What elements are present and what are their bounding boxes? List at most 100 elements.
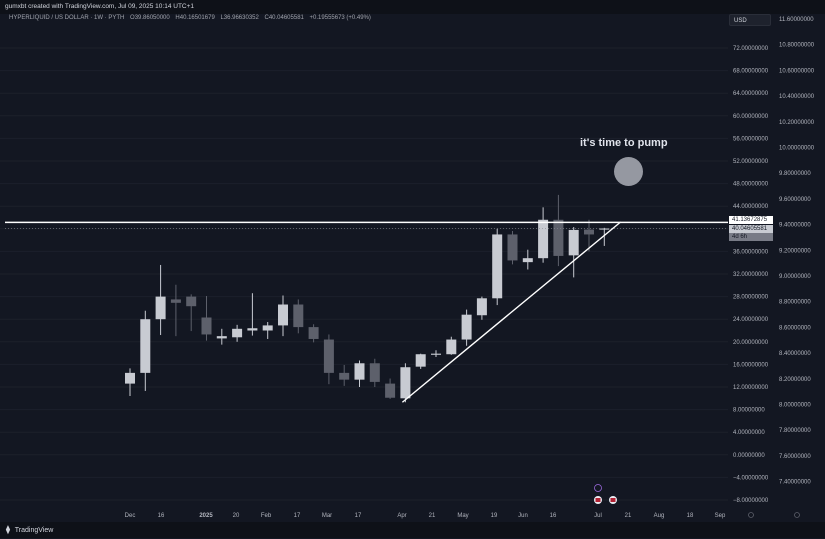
right-axis-tick-label: 11.60000000	[779, 17, 814, 23]
candle-body	[446, 339, 457, 355]
candle-body	[400, 367, 411, 399]
axis-control-icon	[794, 512, 800, 518]
candle-body	[186, 296, 197, 307]
low-value: L36.96630352	[220, 15, 259, 21]
right-axis-tick-label: 7.80000000	[779, 428, 811, 434]
tradingview-logo-icon: ⧫	[6, 525, 10, 534]
flag-stripes	[610, 498, 616, 502]
y-tick-label: 48.00000000	[733, 182, 769, 188]
dividend-event-icon	[594, 484, 602, 492]
footer-bar: ⧫ TradingView	[0, 522, 825, 538]
annotation-text: it's time to pump	[580, 137, 668, 149]
x-tick-label: 17	[294, 513, 301, 519]
x-tick-label: May	[457, 513, 468, 519]
right-axis-tick-label: 9.00000000	[779, 274, 811, 280]
annotation-circle	[614, 157, 643, 186]
candle-body	[385, 383, 396, 398]
attribution-text: gumxbt created with TradingView.com, Jul…	[5, 3, 195, 10]
y-tick-label: −8.00000000	[733, 498, 769, 504]
x-tick-label: 17	[355, 513, 362, 519]
countdown-tag: 4d 6h	[729, 233, 773, 241]
candle-body	[323, 339, 334, 373]
candle-body	[369, 363, 380, 382]
candle-body	[522, 258, 533, 263]
candle-body	[293, 304, 304, 328]
x-tick-label: 21	[429, 513, 436, 519]
y-tick-label: 64.00000000	[733, 91, 769, 97]
candle-body	[201, 317, 212, 335]
y-tick-label: 0.00000000	[733, 453, 765, 459]
y-tick-label: 12.00000000	[733, 385, 769, 391]
candle-body	[339, 372, 350, 380]
high-value: H40.16501679	[175, 15, 215, 21]
y-tick-label: −4.00000000	[733, 475, 769, 481]
candle-body	[232, 328, 243, 338]
open-value: O39.86050000	[130, 15, 170, 21]
right-axis-tick-label: 9.20000000	[779, 248, 811, 254]
brand-text: TradingView	[14, 527, 54, 534]
right-axis-tick-label: 10.80000000	[779, 43, 815, 49]
y-tick-label: 8.00000000	[733, 408, 765, 414]
right-axis-tick-label: 10.20000000	[779, 120, 815, 126]
y-tick-label: 32.00000000	[733, 272, 769, 278]
y-tick-label: 4.00000000	[733, 430, 765, 436]
right-axis-tick-label: 10.00000000	[779, 146, 815, 152]
resistance-price: 41.13672875	[732, 217, 768, 223]
right-axis-tick-label: 8.60000000	[779, 325, 811, 331]
candle-body	[278, 304, 288, 326]
candle-body	[140, 319, 151, 373]
flag-stripes	[595, 498, 601, 502]
candle-body	[354, 363, 365, 380]
candle-body	[568, 229, 579, 256]
close-value: C40.04605581	[264, 15, 304, 21]
x-tick-label: Jul	[594, 513, 602, 519]
x-tick-label: 2025	[199, 513, 213, 519]
candle-body	[431, 353, 441, 355]
x-tick-label: 18	[687, 513, 694, 519]
right-axis-tick-label: 8.40000000	[779, 351, 811, 357]
candle-body	[538, 219, 549, 259]
y-tick-label: 28.00000000	[733, 295, 769, 301]
y-tick-label: 68.00000000	[733, 69, 769, 75]
candle-body	[599, 228, 610, 230]
x-tick-label: 20	[233, 513, 240, 519]
symbol-legend: HYPERLIQUID / US DOLLAR · 1W · PYTH O39.…	[9, 15, 375, 21]
candle-body	[476, 298, 487, 316]
trend-line	[401, 221, 622, 403]
right-axis-tick-label: 7.40000000	[779, 480, 811, 486]
right-axis-tick-label: 8.00000000	[779, 403, 811, 409]
change-value: +0.19555673 (+0.49%)	[309, 15, 371, 21]
y-tick-label: 60.00000000	[733, 114, 769, 120]
last-price-tag: 40.04605581	[729, 225, 773, 233]
y-tick-label: 20.00000000	[733, 340, 769, 346]
y-tick-label: 56.00000000	[733, 136, 769, 142]
x-tick-label: Apr	[397, 513, 406, 519]
right-axis-tick-label: 9.60000000	[779, 197, 811, 203]
candle-body	[492, 234, 503, 299]
candle-body	[308, 327, 319, 339]
symbol-name: HYPERLIQUID / US DOLLAR · 1W · PYTH	[9, 15, 125, 21]
right-axis-tick-label: 8.80000000	[779, 300, 811, 306]
x-tick-label: Dec	[125, 513, 136, 519]
candle-body	[170, 299, 181, 303]
x-tick-label: 16	[550, 513, 557, 519]
candle-body	[247, 328, 258, 331]
currency-selector[interactable]: USD	[729, 14, 771, 26]
right-axis-tick-label: 9.40000000	[779, 223, 811, 229]
candle-body	[415, 354, 426, 367]
candle-body	[125, 372, 135, 384]
right-axis-tick-label: 10.60000000	[779, 68, 815, 74]
right-axis-tick-label: 7.60000000	[779, 454, 811, 460]
right-axis-tick-label: 10.40000000	[779, 94, 815, 100]
candle-body	[553, 219, 564, 256]
candle-body	[461, 314, 472, 340]
x-tick-label: Mar	[322, 513, 332, 519]
y-tick-label: 72.00000000	[733, 46, 769, 52]
x-tick-label: Aug	[654, 513, 665, 519]
candle-body	[507, 234, 518, 261]
right-axis-tick-label: 8.20000000	[779, 377, 811, 383]
x-tick-label: Sep	[715, 513, 726, 519]
y-tick-label: 44.00000000	[733, 204, 769, 210]
y-tick-label: 36.00000000	[733, 249, 769, 255]
